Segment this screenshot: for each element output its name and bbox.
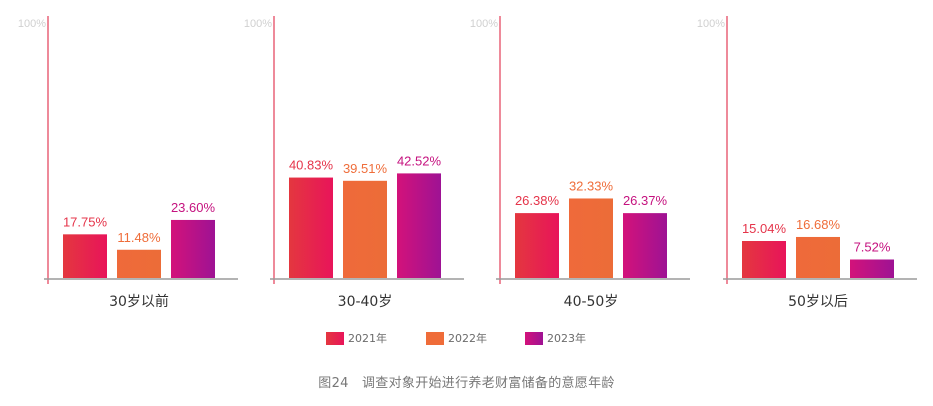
data-label-2021-under-30: 17.75% xyxy=(63,214,108,229)
data-label-2022-40-50: 32.33% xyxy=(569,178,614,193)
bar-2023-30-40 xyxy=(397,173,441,278)
y-tick-label: 100% xyxy=(697,18,725,30)
category-label: 30岁以前 xyxy=(109,293,169,310)
panel-over-50: 100% 15.04% 16.68% 7.52% 50岁以后 xyxy=(697,16,917,310)
data-label-2023-over-50: 7.52% xyxy=(854,240,891,255)
data-label-2022-under-30: 11.48% xyxy=(117,230,161,245)
bar-2021-under-30 xyxy=(63,234,107,278)
legend-swatch-2022 xyxy=(426,331,444,345)
data-label-2021-40-50: 26.38% xyxy=(515,193,560,208)
legend-label-2021: 2021年 xyxy=(348,332,387,345)
y-tick-label: 100% xyxy=(244,18,272,30)
category-label: 30-40岁 xyxy=(338,294,393,310)
bar-2022-under-30 xyxy=(117,249,161,278)
legend-swatch-2023 xyxy=(525,331,543,345)
chart: 100% 17.75% 11.48% 23.60% 30岁以前 100% 40.83% 39.… xyxy=(18,16,917,310)
data-label-2023-30-40: 42.52% xyxy=(397,153,442,168)
legend-item-2022: 2022年 xyxy=(426,330,487,346)
bar-2021-30-40 xyxy=(289,177,333,278)
data-label-2023-under-30: 23.60% xyxy=(171,200,216,215)
data-label-2021-30-40: 40.83% xyxy=(289,158,334,173)
panel-under-30: 100% 17.75% 11.48% 23.60% 30岁以前 xyxy=(18,16,238,310)
bar-2022-40-50 xyxy=(569,198,613,278)
legend-item-2021: 2021年 xyxy=(326,330,387,346)
bar-2022-30-40 xyxy=(343,180,387,278)
data-label-2022-30-40: 39.51% xyxy=(343,161,388,176)
bar-2021-40-50 xyxy=(515,213,559,278)
figure-caption: 图24 调查对象开始进行养老财富储备的意愿年龄 xyxy=(318,376,615,391)
bar-2023-40-50 xyxy=(623,213,667,278)
bar-2022-over-50 xyxy=(796,236,840,278)
y-tick-label: 100% xyxy=(470,18,498,30)
category-label: 50岁以后 xyxy=(788,294,848,310)
legend-label-2023: 2023年 xyxy=(547,332,586,345)
panel-40-50: 100% 26.38% 32.33% 26.37% 40-50岁 xyxy=(470,16,690,310)
legend: 2021年 2022年 2023年 xyxy=(0,330,933,346)
data-label-2021-over-50: 15.04% xyxy=(742,221,787,236)
bar-2023-under-30 xyxy=(171,219,215,278)
category-label: 40-50岁 xyxy=(564,294,619,310)
legend-label-2022: 2022年 xyxy=(448,332,487,345)
data-label-2023-40-50: 26.37% xyxy=(623,193,668,208)
bar-2023-over-50 xyxy=(850,259,894,278)
bar-2021-over-50 xyxy=(742,241,786,278)
y-tick-label: 100% xyxy=(18,18,46,30)
panel-30-40: 100% 40.83% 39.51% 42.52% 30-40岁 xyxy=(244,16,464,310)
legend-swatch-2021 xyxy=(326,331,344,345)
legend-item-2023: 2023年 xyxy=(525,330,586,346)
data-label-2022-over-50: 16.68% xyxy=(796,217,841,232)
